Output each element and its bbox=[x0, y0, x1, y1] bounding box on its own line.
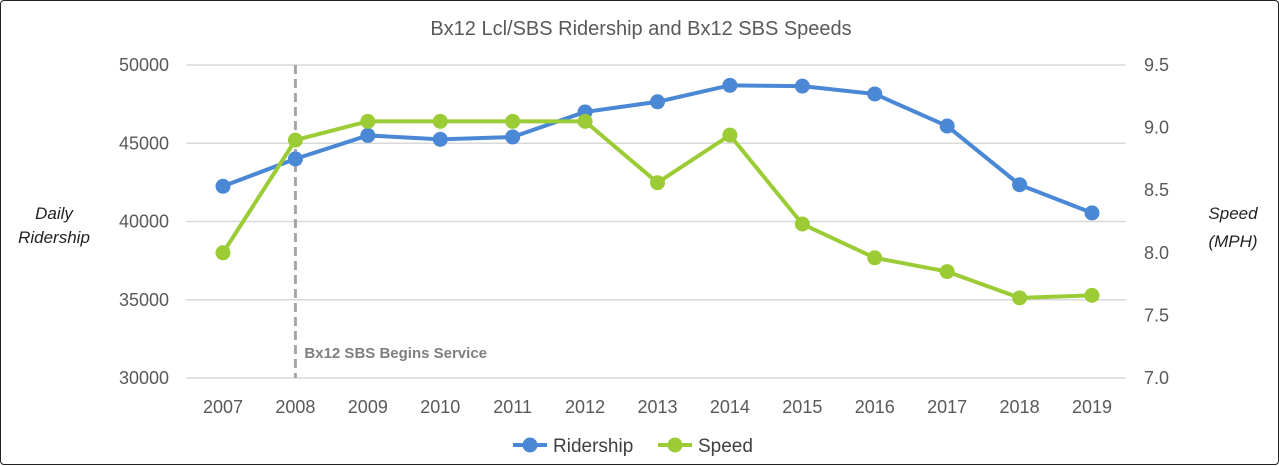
y-right-tick-label: 9.0 bbox=[1144, 118, 1169, 138]
x-tick-label: 2010 bbox=[420, 397, 460, 417]
legend-label-ridership: Ridership bbox=[553, 436, 633, 457]
ridership-point bbox=[1012, 177, 1028, 193]
x-tick-label: 2016 bbox=[855, 397, 895, 417]
ridership-point bbox=[432, 131, 448, 147]
speed-point bbox=[939, 264, 955, 280]
speed-point bbox=[1012, 290, 1028, 306]
x-tick-label: 2013 bbox=[637, 397, 677, 417]
x-tick-label: 2007 bbox=[203, 397, 243, 417]
x-tick-label: 2011 bbox=[493, 397, 532, 417]
speed-point bbox=[1084, 287, 1100, 303]
y-axis-left-label-line2: Ridership bbox=[18, 228, 90, 247]
ridership-point bbox=[722, 77, 738, 93]
speed-point bbox=[432, 113, 448, 129]
ridership-point bbox=[287, 151, 303, 167]
ridership-point bbox=[360, 127, 376, 143]
ridership-point bbox=[1084, 205, 1100, 221]
y-right-tick-label: 8.5 bbox=[1144, 180, 1169, 200]
annotation-label: Bx12 SBS Begins Service bbox=[304, 345, 487, 362]
legend-swatch-marker bbox=[522, 437, 538, 453]
y-axis-left-label-line1: Daily bbox=[35, 204, 74, 223]
legend: Ridership Speed bbox=[513, 436, 753, 457]
speed-point bbox=[650, 175, 665, 191]
speed-point bbox=[722, 127, 738, 143]
x-tick-label: 2009 bbox=[348, 397, 388, 417]
x-tick-label: 2012 bbox=[565, 397, 605, 417]
y-left-tick-label: 45000 bbox=[119, 133, 169, 153]
ridership-point bbox=[505, 129, 521, 145]
x-tick-label: 2015 bbox=[782, 397, 822, 417]
speed-point bbox=[505, 113, 521, 129]
y-left-tick-label: 40000 bbox=[119, 212, 169, 232]
speed-line bbox=[221, 119, 1093, 300]
speed-point bbox=[794, 216, 810, 232]
y-right-tick-label: 7.5 bbox=[1144, 305, 1169, 325]
x-tick-label: 2014 bbox=[710, 397, 750, 417]
x-tick-label: 2018 bbox=[1000, 397, 1040, 417]
speed-point bbox=[360, 113, 376, 129]
y-axis-right-label-line1: Speed bbox=[1208, 204, 1258, 223]
speed-point bbox=[215, 245, 231, 261]
ridership-point bbox=[867, 86, 883, 102]
ridership-point bbox=[215, 178, 231, 194]
speed-point bbox=[287, 132, 303, 148]
speed-point bbox=[867, 250, 883, 266]
chart-title: Bx12 Lcl/SBS Ridership and Bx12 SBS Spee… bbox=[430, 18, 851, 40]
legend-swatch-marker bbox=[667, 437, 683, 453]
x-tick-label: 2019 bbox=[1072, 397, 1112, 417]
y-right-tick-label: 9.5 bbox=[1144, 55, 1169, 75]
ridership-point bbox=[939, 118, 955, 134]
y-left-tick-label: 30000 bbox=[119, 368, 169, 388]
legend-label-speed: Speed bbox=[698, 436, 753, 457]
y-left-tick-label: 50000 bbox=[119, 55, 169, 75]
y-axis-right-label-line2: (MPH) bbox=[1208, 232, 1257, 251]
y-left-tick-label: 35000 bbox=[119, 290, 169, 310]
y-right-tick-label: 7.0 bbox=[1144, 368, 1169, 388]
speed-point bbox=[577, 113, 593, 129]
x-tick-label: 2017 bbox=[927, 397, 967, 417]
ridership-point bbox=[794, 78, 810, 94]
y-right-tick-label: 8.0 bbox=[1144, 243, 1169, 263]
ridership-point bbox=[650, 94, 665, 110]
x-tick-label: 2008 bbox=[275, 397, 315, 417]
